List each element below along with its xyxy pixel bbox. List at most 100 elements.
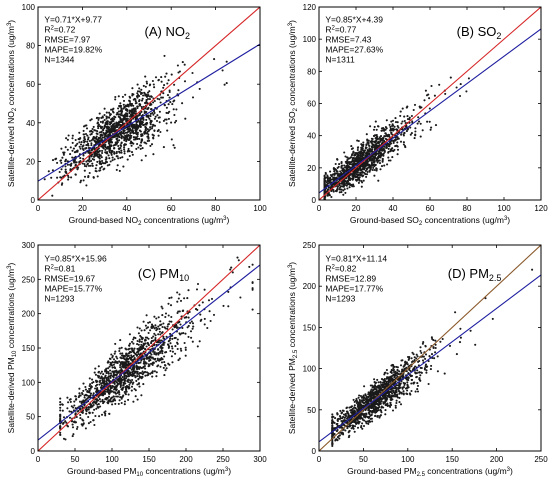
data-point (421, 129, 424, 132)
data-point (136, 92, 139, 95)
data-point (164, 364, 167, 367)
data-point (59, 397, 62, 400)
data-point (91, 411, 94, 414)
data-point (336, 436, 339, 439)
data-point (384, 137, 387, 140)
data-point (344, 191, 347, 194)
data-point (400, 122, 403, 125)
data-point (136, 375, 139, 378)
data-point (81, 405, 84, 408)
data-point (86, 390, 89, 393)
data-point (74, 398, 78, 401)
data-point (142, 84, 145, 87)
data-point (390, 371, 393, 374)
data-point (62, 153, 65, 156)
x-tick-label: 100 (497, 204, 511, 213)
data-point (144, 154, 147, 157)
data-point (170, 296, 173, 299)
data-point (102, 385, 105, 388)
data-point (142, 320, 145, 323)
data-point (133, 387, 136, 391)
data-point (99, 400, 102, 403)
data-point (120, 401, 123, 405)
data-point (120, 346, 123, 349)
data-point (374, 120, 377, 123)
data-point (69, 169, 72, 172)
data-point (342, 180, 345, 183)
data-point (112, 399, 115, 402)
sample-count: N=1344 (44, 55, 74, 65)
data-point (362, 179, 365, 182)
x-tick-label: 100 (253, 204, 267, 213)
data-point (95, 150, 98, 153)
data-point (122, 99, 126, 102)
y-tick-label: 60 (26, 80, 35, 89)
data-point (148, 90, 151, 93)
data-point (382, 149, 385, 152)
data-point (343, 164, 346, 167)
data-point (148, 95, 152, 98)
data-point (170, 121, 173, 124)
data-point (137, 343, 140, 346)
data-point (138, 338, 141, 341)
data-point (388, 145, 391, 148)
data-point (230, 266, 233, 269)
data-point (74, 138, 77, 142)
data-point (169, 342, 172, 345)
data-point (90, 142, 93, 145)
r-squared: R2=0.72 (44, 25, 75, 35)
data-point (76, 425, 79, 429)
data-point (180, 349, 183, 352)
data-point (332, 188, 335, 192)
data-point (175, 326, 179, 330)
data-point (159, 333, 162, 336)
data-point (340, 162, 343, 165)
data-point (339, 188, 342, 191)
data-point (140, 159, 143, 162)
scatter-points (43, 54, 228, 197)
data-point (388, 141, 392, 144)
data-point (146, 128, 149, 131)
data-point (380, 152, 383, 155)
data-point (327, 180, 330, 183)
data-point (154, 324, 157, 327)
data-point (74, 173, 77, 176)
data-point (120, 124, 123, 127)
data-point (366, 162, 369, 165)
data-point (136, 114, 139, 118)
data-point (361, 144, 364, 147)
data-point (125, 375, 128, 378)
data-point (100, 165, 103, 168)
data-point (136, 135, 139, 138)
data-point (105, 161, 108, 164)
data-point (370, 388, 373, 391)
data-point (190, 320, 193, 323)
data-point (372, 128, 376, 131)
data-point (157, 352, 160, 355)
data-point (150, 143, 154, 146)
x-axis-label-text: ) (507, 215, 510, 225)
data-point (111, 403, 114, 406)
data-point (198, 87, 201, 90)
data-point (111, 136, 114, 139)
data-point (347, 182, 350, 185)
data-point (168, 89, 171, 92)
data-point (360, 163, 363, 166)
data-point (157, 348, 160, 351)
data-point (358, 176, 361, 179)
data-point (143, 141, 146, 144)
data-point (108, 157, 111, 160)
data-point (424, 363, 428, 366)
data-point (158, 327, 161, 330)
data-point (110, 353, 113, 356)
data-point (408, 392, 411, 395)
data-point (379, 168, 382, 171)
data-point (326, 175, 329, 178)
data-point (365, 133, 368, 136)
data-point (335, 172, 338, 175)
data-point (152, 325, 155, 329)
data-point (188, 310, 191, 314)
x-tick-label: 80 (463, 204, 472, 213)
data-point (389, 159, 392, 162)
data-point (171, 103, 174, 106)
